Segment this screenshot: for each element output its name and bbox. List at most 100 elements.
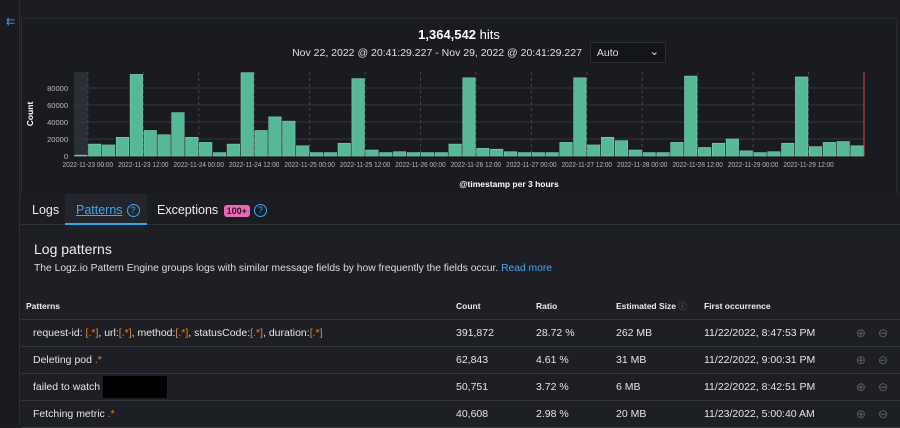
actions-cell: ⊕ ⊖	[854, 373, 900, 401]
interval-value: Auto	[596, 47, 619, 59]
interval-select[interactable]: Auto ⌄	[589, 42, 666, 63]
help-icon[interactable]: ?	[126, 204, 140, 218]
pattern-part: [.*]	[118, 326, 132, 339]
col-count[interactable]: Count	[456, 294, 536, 320]
histogram-bar	[351, 78, 365, 157]
collapse-left-icon[interactable]: ⇇	[6, 16, 16, 28]
histogram-bar	[323, 152, 337, 157]
pattern-part: Fetching metric	[33, 407, 108, 420]
histogram-bar	[157, 134, 171, 157]
histogram-bar	[656, 152, 670, 157]
x-tick-label: 2022-11-29 12:00	[783, 160, 833, 169]
pattern-part: [.*]	[175, 326, 189, 339]
zoom-out-icon[interactable]: ⊖	[877, 379, 888, 394]
x-tick-label: 2022-11-24 12:00	[229, 160, 279, 169]
histogram-chart[interactable]: 0 20000 40000 60000 80000 2022-11-23 00:00 202…	[22, 19, 898, 195]
x-tick-label: 2022-11-25 12:00	[340, 160, 390, 169]
tab-bar: Logs Patterns? Exceptions 100+?	[21, 194, 900, 225]
histogram-bar	[504, 151, 518, 157]
histogram-bar	[254, 130, 268, 157]
table-row[interactable]: Deleting pod .* 62,843 4.61 % 31 MB 11/2…	[21, 346, 900, 374]
tab-label: Exceptions	[157, 203, 219, 217]
histogram-bar	[393, 151, 407, 157]
tab-patterns[interactable]: Patterns?	[65, 194, 147, 225]
pattern-cell: failed to watch	[21, 373, 456, 401]
size-cell: 262 MB	[616, 319, 704, 347]
histogram-bar	[88, 143, 102, 157]
pattern-part: [.*]	[85, 326, 99, 339]
histogram-bar	[670, 142, 684, 157]
histogram-panel: 0 20000 40000 60000 80000 2022-11-23 00:00 202…	[21, 18, 897, 194]
y-tick-label: 40000	[47, 118, 68, 127]
actions-cell: ⊕ ⊖	[854, 400, 900, 428]
histogram-bar	[226, 143, 240, 157]
col-first-occurrence[interactable]: First occurrence	[704, 294, 854, 320]
read-more-link[interactable]: Read more	[501, 263, 552, 274]
help-icon[interactable]: ?	[253, 204, 267, 218]
tab-label: Logs	[32, 203, 60, 217]
x-tick-label: 2022-11-27 00:00	[506, 160, 556, 169]
histogram-bar	[365, 149, 379, 157]
size-cell: 31 MB	[616, 346, 704, 374]
time-range-row: Nov 22, 2022 @ 20:41:29.227 - Nov 29, 20…	[22, 42, 896, 63]
table-row[interactable]: failed to watch 50,751 3.72 % 6 MB 11/22…	[21, 373, 900, 401]
histogram-bar	[767, 151, 781, 157]
col-estimated-size[interactable]: Estimated Size ⓘ	[616, 294, 704, 320]
y-tick-label: 0	[64, 152, 68, 161]
table-row[interactable]: request-id: [.*], url:[.*], method:[.*],…	[21, 319, 900, 347]
zoom-in-icon[interactable]: ⊕	[855, 406, 866, 421]
histogram-bar	[739, 150, 753, 157]
histogram-bar	[129, 74, 143, 157]
y-tick-label: 80000	[47, 84, 68, 93]
histogram-bar	[476, 148, 490, 157]
histogram-bar	[725, 138, 739, 157]
actions-cell: ⊕ ⊖	[854, 346, 900, 374]
histogram-bar	[517, 152, 531, 157]
zoom-in-icon[interactable]: ⊕	[855, 379, 866, 394]
count-cell: 62,843	[456, 346, 536, 374]
zoom-out-icon[interactable]: ⊖	[877, 406, 888, 421]
zoom-out-icon[interactable]: ⊖	[877, 352, 888, 367]
y-tick-label: 20000	[47, 135, 68, 144]
histogram-bar	[545, 152, 559, 157]
first-occurrence-cell: 11/22/2022, 8:47:53 PM	[704, 319, 854, 347]
zoom-in-icon[interactable]: ⊕	[855, 325, 866, 340]
ratio-cell: 2.98 %	[536, 400, 616, 428]
x-tick-label: 2022-11-25 00:00	[284, 160, 334, 169]
count-cell: 50,751	[456, 373, 536, 401]
tab-exceptions[interactable]: Exceptions 100+?	[157, 194, 267, 225]
histogram-bar	[573, 77, 587, 157]
ratio-cell: 4.61 %	[536, 346, 616, 374]
histogram-bar	[407, 152, 421, 157]
histogram-bar	[781, 142, 795, 157]
histogram-bar	[462, 77, 476, 157]
pattern-part: [.*]	[250, 326, 263, 339]
histogram-bar	[268, 116, 282, 157]
section-description: The Logz.io Pattern Engine groups logs w…	[34, 263, 552, 274]
table-row[interactable]: Fetching metric .* 40,608 2.98 % 20 MB 1…	[21, 400, 900, 428]
zoom-in-icon[interactable]: ⊕	[855, 352, 866, 367]
tab-logs[interactable]: Logs	[32, 194, 59, 225]
pattern-part: [.*]	[309, 326, 323, 339]
col-actions	[854, 294, 900, 320]
x-tick-label: 2022-11-24 00:00	[174, 160, 224, 169]
histogram-bar	[628, 149, 642, 157]
hits-label: hits	[479, 27, 500, 42]
histogram-bar	[199, 142, 213, 157]
zoom-out-icon[interactable]: ⊖	[877, 325, 888, 340]
x-axis-label: @timestamp per 3 hours	[459, 179, 559, 189]
histogram-bar	[310, 152, 324, 157]
x-tick-label: 2022-11-27 12:00	[562, 160, 612, 169]
pattern-cell: Fetching metric .*	[21, 400, 456, 428]
patterns-table: Patterns Count Ratio Estimated Size ⓘ Fi…	[21, 294, 900, 428]
exceptions-count-badge: 100+	[223, 204, 250, 217]
col-ratio[interactable]: Ratio	[536, 294, 616, 320]
col-patterns[interactable]: Patterns	[21, 294, 456, 320]
col-label: Estimated Size	[616, 301, 676, 312]
first-occurrence-cell: 11/22/2022, 8:42:51 PM	[704, 373, 854, 401]
y-axis-label: Count	[25, 102, 35, 127]
histogram-bar	[614, 140, 628, 157]
histogram-bar	[711, 142, 726, 157]
histogram-bar	[642, 152, 656, 157]
histogram-bar	[337, 142, 351, 157]
